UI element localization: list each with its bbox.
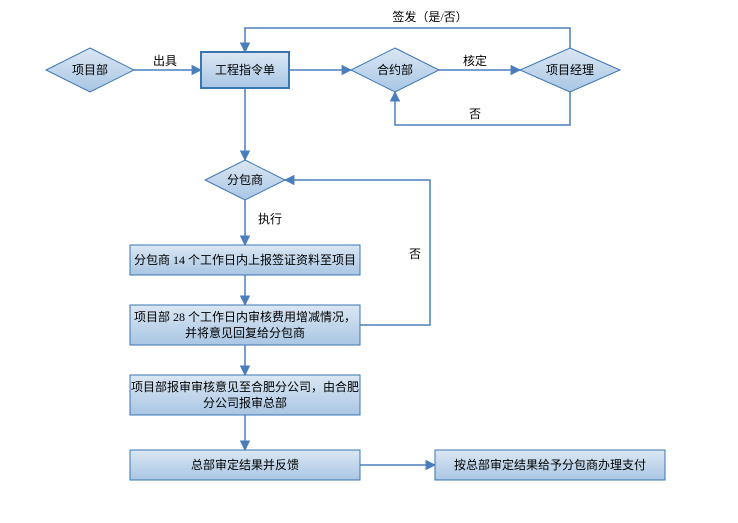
edge-label: 执行 (258, 212, 282, 226)
node-label: 分包商 (227, 172, 263, 187)
node-label: 项目部 (72, 62, 108, 77)
node-label: 项目部 28 个工作日内审核费用增减情况， (134, 309, 356, 324)
node-label: 并将意见回复给分包商 (185, 325, 305, 340)
edge-n_manager-n_order (245, 28, 570, 52)
node-label: 总部审定结果并反馈 (191, 457, 299, 472)
flowchart-canvas: 出具核定签发（是/否）否执行否项目部工程指令单合约部项目经理分包商分包商 14 … (0, 0, 738, 523)
node-label: 合约部 (377, 62, 413, 77)
node-label: 分公司报审总部 (203, 395, 287, 410)
edge-n_manager-n_contract (395, 92, 570, 125)
edge-label: 出具 (153, 54, 177, 68)
node-label: 工程指令单 (215, 62, 275, 77)
node-label: 项目经理 (546, 63, 594, 77)
node-label: 分包商 14 个工作日内上报签证资料至项目 (134, 252, 356, 267)
edge-label: 核定 (463, 53, 487, 68)
edge-label: 否 (469, 107, 481, 121)
node-label: 项目部报审审核意见至合肥分公司，由合肥 (131, 379, 359, 394)
edge-label: 否 (409, 247, 421, 261)
node-label: 按总部审定结果给予分包商办理支付 (454, 457, 646, 472)
edge-label: 签发（是/否） (392, 9, 467, 24)
